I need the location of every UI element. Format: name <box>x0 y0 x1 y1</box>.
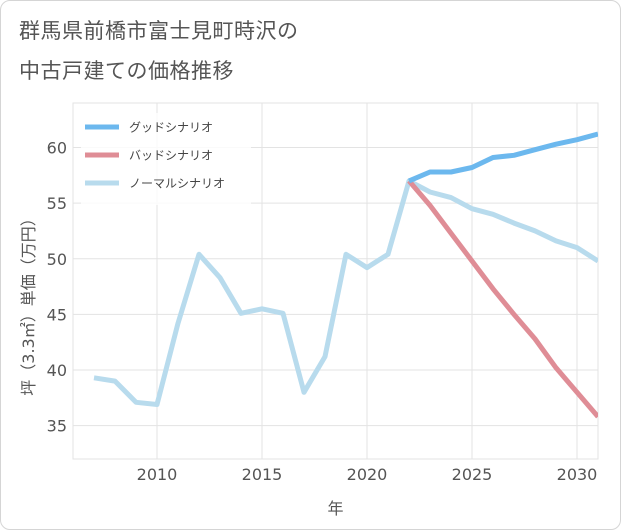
chart-title-line-1: 群馬県前橋市富士見町時沢の <box>19 19 299 43</box>
legend-label-2: ノーマルシナリオ <box>129 177 225 191</box>
series-line-0 <box>408 131 598 184</box>
legend-label-0: グッドシナリオ <box>129 121 213 135</box>
y-tick-label: 40 <box>47 361 67 380</box>
y-tick-label: 45 <box>47 305 67 324</box>
chart-title-line-2: 中古戸建ての価格推移 <box>19 59 234 83</box>
y-tick-label: 55 <box>47 194 67 213</box>
x-tick-label: 2015 <box>242 465 283 484</box>
tick-labels: 2010 2015 2020 2025 2030 35 40 45 50 55 60 <box>47 139 598 485</box>
x-tick-label: 2010 <box>137 465 178 484</box>
plot-area <box>72 102 599 460</box>
x-axis-title: 年 <box>327 499 343 518</box>
legend-label-1: バッドシナリオ <box>129 149 213 163</box>
y-tick-label: 35 <box>47 417 67 436</box>
series-line-1 <box>407 179 598 419</box>
y-tick-label: 50 <box>47 250 67 269</box>
y-tick-label: 60 <box>47 139 67 158</box>
x-tick-label: 2025 <box>452 465 493 484</box>
x-tick-label: 2030 <box>557 465 598 484</box>
series-group <box>93 131 598 419</box>
series-line-2 <box>93 178 598 407</box>
x-tick-label: 2020 <box>347 465 388 484</box>
y-axis-title: 坪（3.3㎡）単価（万円） <box>19 210 38 395</box>
